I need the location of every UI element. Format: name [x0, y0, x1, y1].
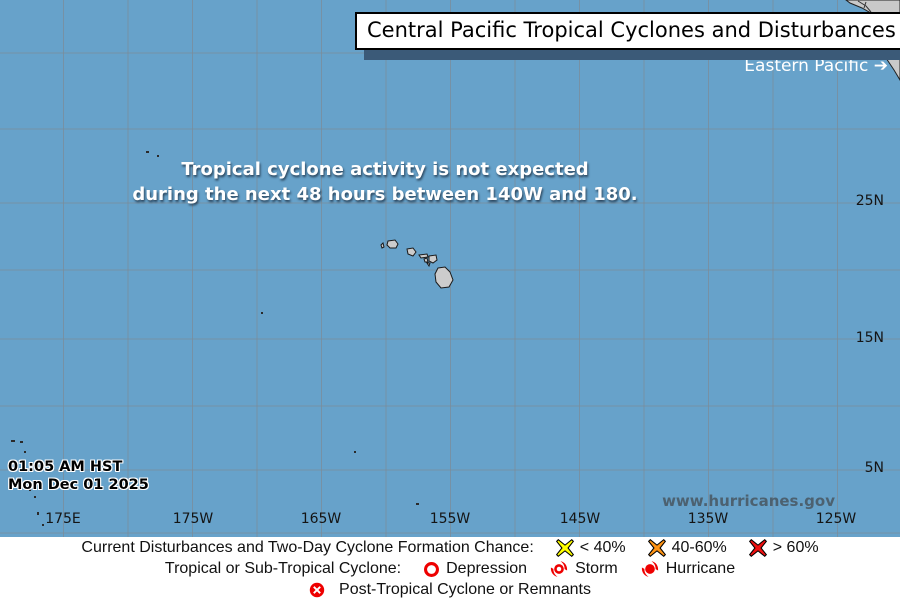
- hawaiian-islands: [380, 239, 454, 289]
- legend-cyclone-label: Tropical or Sub-Tropical Cyclone:: [164, 560, 402, 577]
- lon-label-145w: 145W: [559, 511, 601, 527]
- hurricane-cyclone-icon: [640, 559, 660, 579]
- right-arrow-icon: ➔: [873, 56, 888, 76]
- lat-label-15n: 15N: [855, 330, 884, 346]
- lon-label-135w: 135W: [687, 511, 729, 527]
- timestamp-time: 01:05 AM HST: [8, 459, 123, 475]
- legend-row-cyclones: Tropical or Sub-Tropical Cyclone: Depres…: [0, 559, 900, 579]
- outlook-message-line1: Tropical cyclone activity is not expecte…: [181, 159, 589, 180]
- legend-item-mid-chance-label: 40-60%: [671, 539, 727, 556]
- legend-item-storm-label: Storm: [575, 560, 618, 577]
- lon-label-165w: 165W: [300, 511, 342, 527]
- hurricanes-gov-watermark: www.hurricanes.gov: [662, 492, 835, 510]
- legend-bar: Current Disturbances and Two-Day Cyclone…: [0, 537, 900, 601]
- map-graphics: [0, 0, 900, 537]
- x-mark-yellow-icon: [555, 539, 574, 557]
- depression-circle-icon: [423, 561, 440, 578]
- legend-item-low-chance-label: < 40%: [579, 539, 626, 556]
- legend-item-high-chance: > 60%: [748, 539, 819, 557]
- lon-label-155w: 155W: [429, 511, 471, 527]
- lat-label-5n: 5N: [864, 460, 884, 476]
- x-mark-red-icon: [748, 539, 767, 557]
- legend-item-hurricane: Hurricane: [640, 559, 735, 579]
- x-mark-orange-icon: [647, 539, 666, 557]
- legend-item-low-chance: < 40%: [555, 539, 626, 557]
- map-title-box: Central Pacific Tropical Cyclones and Di…: [355, 12, 900, 50]
- timestamp-date: Mon Dec 01 2025: [8, 477, 149, 493]
- outlook-message: Tropical cyclone activity is not expecte…: [50, 157, 720, 207]
- legend-item-depression: Depression: [423, 560, 527, 578]
- legend-item-post-tropical-label: Post-Tropical Cyclone or Remnants: [339, 581, 591, 598]
- legend-item-hurricane-label: Hurricane: [665, 560, 736, 577]
- lat-label-25n: 25N: [855, 193, 884, 209]
- page-title: Central Pacific Tropical Cyclones and Di…: [367, 18, 896, 42]
- pacific-map-canvas: 35N 25N 15N 5N 175E 175W 165W 155W 145W …: [0, 0, 900, 537]
- legend-item-depression-label: Depression: [446, 560, 528, 577]
- small-islet-dots: [11, 151, 419, 526]
- storm-cyclone-icon: [549, 559, 569, 579]
- eastern-pacific-link[interactable]: Eastern Pacific ➔: [744, 56, 888, 76]
- legend-item-storm: Storm: [549, 559, 618, 579]
- legend-row-disturbances: Current Disturbances and Two-Day Cyclone…: [0, 538, 900, 558]
- lon-label-175w: 175W: [172, 511, 214, 527]
- post-tropical-circle-x-icon: [309, 582, 325, 598]
- legend-item-high-chance-label: > 60%: [772, 539, 819, 556]
- legend-item-post-tropical: Post-Tropical Cyclone or Remnants: [309, 581, 591, 599]
- outlook-message-line2: during the next 48 hours between 140W an…: [132, 184, 638, 205]
- issuance-timestamp: 01:05 AM HST Mon Dec 01 2025: [8, 458, 149, 494]
- lon-label-125w: 125W: [815, 511, 857, 527]
- legend-item-mid-chance: 40-60%: [647, 539, 727, 557]
- longitude-gridlines: [63, 0, 838, 537]
- lon-label-175e: 175E: [45, 511, 81, 527]
- legend-disturbance-label: Current Disturbances and Two-Day Cyclone…: [81, 539, 534, 556]
- eastern-pacific-link-label: Eastern Pacific: [744, 56, 869, 76]
- legend-row-post-tropical: Post-Tropical Cyclone or Remnants: [0, 580, 900, 600]
- latitude-gridlines: [0, 52, 900, 534]
